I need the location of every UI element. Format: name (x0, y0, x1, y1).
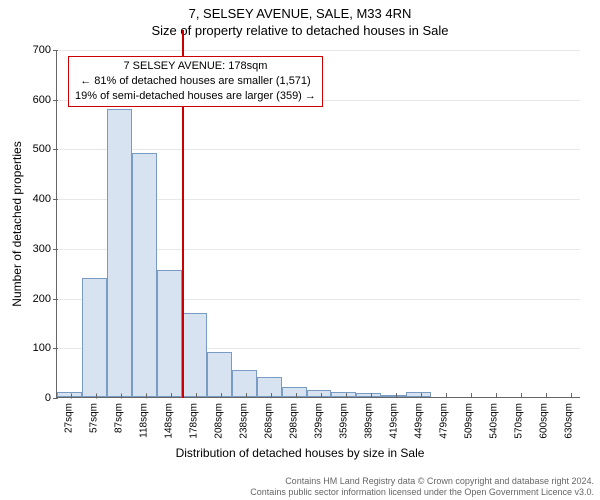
x-tick-label: 178sqm (189, 397, 200, 439)
x-tick-label: 419sqm (388, 397, 399, 439)
annotation-box: 7 SELSEY AVENUE: 178sqm ← 81% of detache… (68, 56, 323, 107)
y-tick-label: 400 (33, 193, 57, 205)
y-axis-label: Number of detached properties (10, 141, 24, 306)
histogram-bar (282, 387, 307, 397)
y-tick-label: 200 (33, 293, 57, 305)
x-tick-label: 540sqm (488, 397, 499, 439)
chart-container: 7, SELSEY AVENUE, SALE, M33 4RN Size of … (0, 0, 600, 500)
page-title-line1: 7, SELSEY AVENUE, SALE, M33 4RN (0, 0, 600, 21)
x-tick-label: 389sqm (363, 397, 374, 439)
histogram-bar (182, 313, 207, 398)
histogram-bar (107, 109, 132, 397)
x-tick-label: 509sqm (463, 397, 474, 439)
x-tick-label: 268sqm (264, 397, 275, 439)
x-tick-label: 479sqm (438, 397, 449, 439)
histogram-bar (207, 352, 232, 397)
y-tick-label: 100 (33, 342, 57, 354)
x-tick-label: 600sqm (538, 397, 549, 439)
page-title-line2: Size of property relative to detached ho… (0, 21, 600, 38)
x-tick-label: 87sqm (114, 397, 125, 433)
x-tick-label: 329sqm (314, 397, 325, 439)
histogram-bar (82, 278, 107, 397)
y-tick-label: 500 (33, 143, 57, 155)
histogram-bar (132, 153, 157, 397)
y-tick-label: 300 (33, 243, 57, 255)
y-tick-label: 600 (33, 94, 57, 106)
annotation-line: 19% of semi-detached houses are larger (… (75, 89, 316, 104)
annotation-line: 7 SELSEY AVENUE: 178sqm (75, 59, 316, 74)
x-tick-label: 148sqm (164, 397, 175, 439)
x-tick-label: 570sqm (513, 397, 524, 439)
gridline (57, 149, 580, 150)
x-tick-label: 359sqm (338, 397, 349, 439)
x-axis-label: Distribution of detached houses by size … (0, 446, 600, 460)
annotation-line: ← 81% of detached houses are smaller (1,… (75, 74, 316, 89)
x-tick-label: 208sqm (214, 397, 225, 439)
x-tick-label: 449sqm (413, 397, 424, 439)
gridline (57, 50, 580, 51)
histogram-bar (232, 370, 257, 397)
footer-attribution: Contains HM Land Registry data © Crown c… (0, 476, 594, 499)
x-tick-label: 238sqm (239, 397, 250, 439)
histogram-bar (307, 390, 332, 397)
y-tick-label: 700 (33, 44, 57, 56)
x-tick-label: 630sqm (563, 397, 574, 439)
x-tick-label: 118sqm (139, 397, 150, 438)
y-tick-label: 0 (45, 392, 57, 404)
histogram-bar (257, 377, 282, 397)
footer-line: Contains HM Land Registry data © Crown c… (0, 476, 594, 487)
histogram-bar (157, 270, 182, 397)
footer-line: Contains public sector information licen… (0, 487, 594, 498)
x-tick-label: 57sqm (89, 397, 100, 433)
x-tick-label: 298sqm (289, 397, 300, 439)
x-tick-label: 27sqm (64, 397, 75, 433)
